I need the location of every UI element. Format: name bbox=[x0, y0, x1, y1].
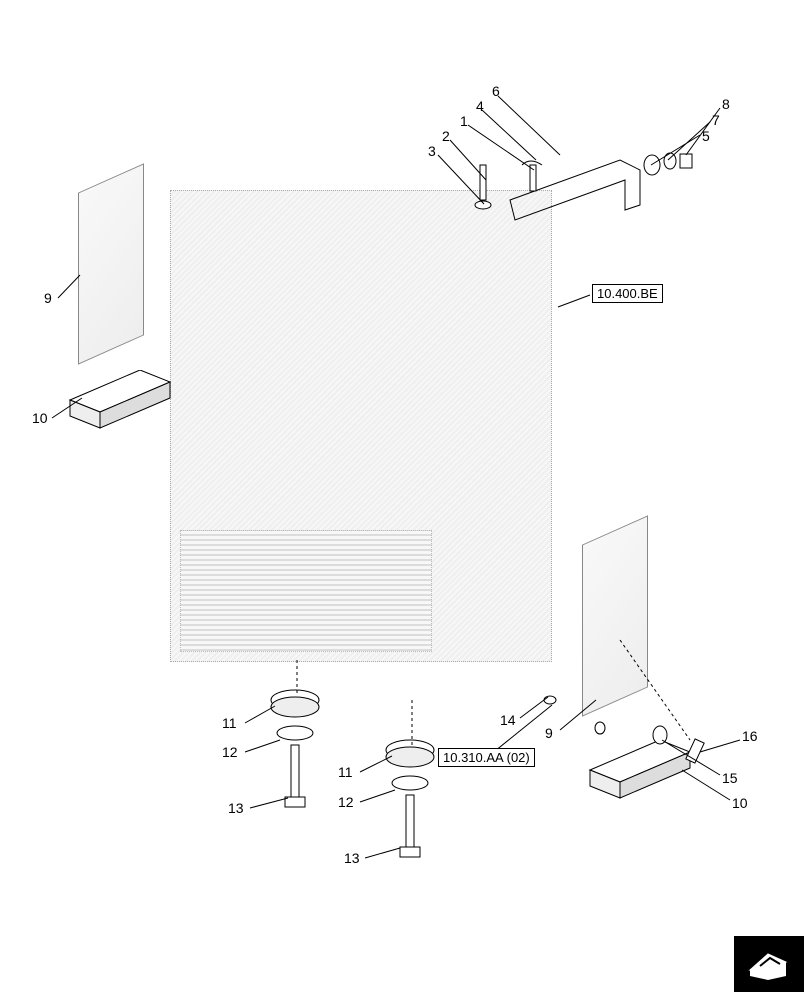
callout-14: 14 bbox=[500, 712, 516, 728]
callout-8: 8 bbox=[722, 96, 730, 112]
arrow-box-icon bbox=[746, 946, 792, 982]
callout-11-b: 11 bbox=[338, 764, 353, 780]
left-panel bbox=[78, 163, 144, 364]
callout-13-a: 13 bbox=[228, 800, 244, 816]
callout-12-b: 12 bbox=[338, 794, 354, 810]
callout-6: 6 bbox=[492, 83, 500, 99]
top-bracket-assembly bbox=[420, 110, 700, 240]
callout-7: 7 bbox=[712, 112, 720, 128]
right-lower-hardware bbox=[540, 690, 740, 810]
ref-10-400-be: 10.400.BE bbox=[592, 284, 663, 303]
callout-11-a: 11 bbox=[222, 715, 237, 731]
callout-4: 4 bbox=[476, 98, 484, 114]
callout-2: 2 bbox=[442, 128, 450, 144]
callout-10-left: 10 bbox=[32, 410, 48, 426]
callout-10-right: 10 bbox=[732, 795, 748, 811]
callout-9-right: 9 bbox=[545, 725, 553, 741]
callout-16: 16 bbox=[742, 728, 758, 744]
callout-13-b: 13 bbox=[344, 850, 360, 866]
left-block bbox=[60, 370, 180, 430]
callout-12-a: 12 bbox=[222, 744, 238, 760]
nav-home-icon[interactable] bbox=[734, 936, 804, 992]
bottom-isolator-left bbox=[255, 685, 335, 815]
right-panel bbox=[582, 515, 648, 716]
callout-9-left: 9 bbox=[44, 290, 52, 306]
ref-10-310-aa: 10.310.AA (02) bbox=[438, 748, 535, 767]
radiator-grille bbox=[180, 530, 432, 652]
callout-15: 15 bbox=[722, 770, 738, 786]
callout-1: 1 bbox=[460, 113, 468, 129]
callout-3: 3 bbox=[428, 143, 436, 159]
callout-5: 5 bbox=[702, 128, 710, 144]
